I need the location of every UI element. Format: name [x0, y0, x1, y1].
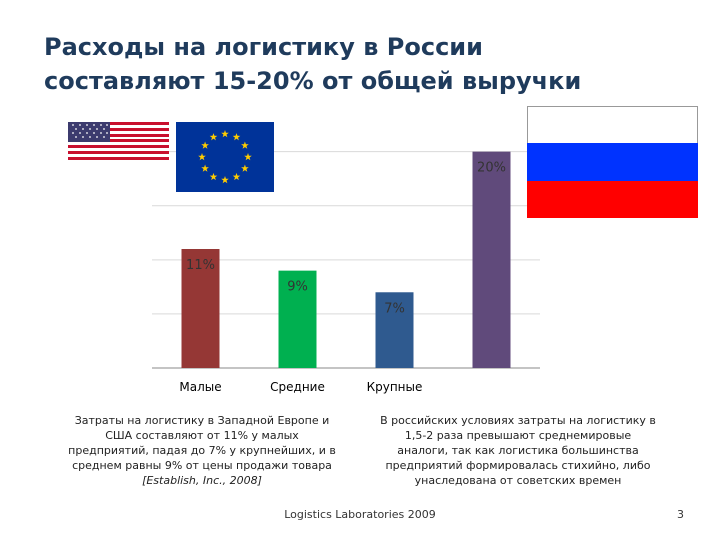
eu-star — [198, 153, 206, 161]
eu-star — [232, 133, 241, 141]
usa-flag-icon — [68, 122, 169, 160]
bar — [472, 151, 511, 368]
slide-title-line-1: Расходы на логистику в России — [44, 33, 483, 61]
note-western-europe-usa: Затраты на логистику в Западной Европе и… — [66, 413, 338, 488]
eu-star — [241, 164, 249, 172]
data-label: 7% — [384, 301, 405, 316]
category-label: Крупные — [367, 380, 423, 394]
bar — [375, 292, 414, 368]
eu-star — [221, 176, 229, 184]
chart-labels: 11% Малые 9% Средние 7% Крупные 20% — [179, 161, 506, 394]
eu-star — [209, 172, 218, 181]
bar — [278, 270, 317, 368]
note-left-text: Затраты на логистику в Западной Европе и… — [68, 414, 336, 472]
data-label: 20% — [477, 161, 506, 176]
eu-flag-icon — [176, 122, 274, 192]
eu-star — [232, 172, 241, 181]
eu-star — [221, 130, 229, 138]
slide-title-line-2: составляют 15-20% от общей выручки — [44, 67, 582, 95]
bar — [181, 249, 220, 368]
eu-star — [209, 133, 218, 141]
note-left-citation: [Establish, Inc., 2008] — [142, 474, 262, 487]
note-russia: В российских условиях затраты на логисти… — [380, 414, 656, 487]
slide-title: Расходы на логистику в России составляют… — [44, 30, 684, 98]
footer-text: Logistics Laboratories 2009 — [284, 508, 436, 521]
chart-bars — [181, 151, 511, 368]
data-label: 11% — [186, 258, 215, 273]
page-number: 3 — [677, 508, 684, 521]
category-label: Малые — [179, 380, 221, 394]
eu-star — [201, 164, 209, 172]
category-label: Средние — [270, 380, 325, 394]
russia-flag-icon — [527, 106, 698, 218]
data-label: 9% — [287, 280, 308, 295]
eu-star — [244, 153, 252, 161]
eu-star — [241, 141, 249, 149]
eu-star — [201, 141, 209, 149]
